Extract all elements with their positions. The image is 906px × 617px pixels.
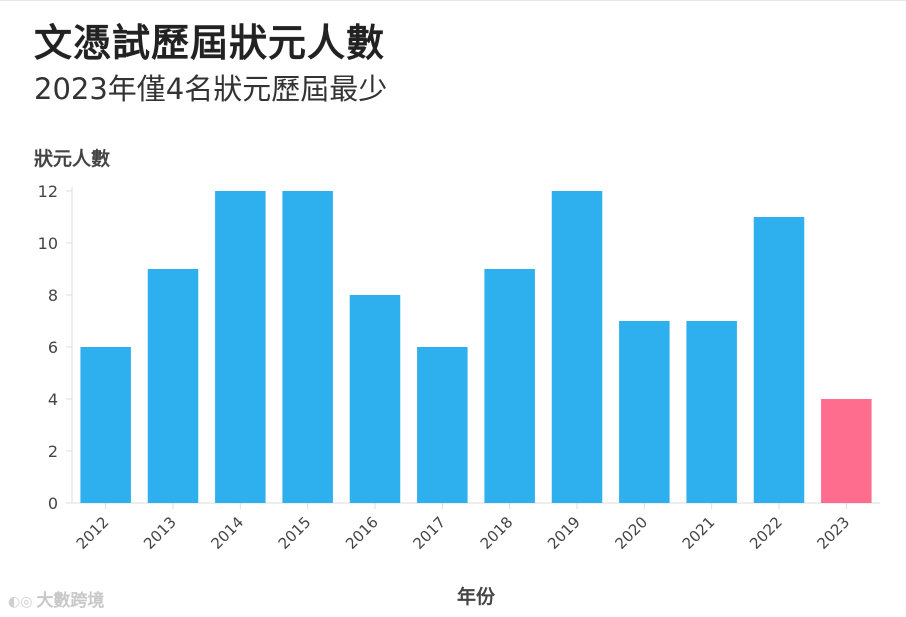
bar-2017 [417, 347, 468, 503]
y-tick-label: 0 [48, 494, 58, 513]
logo-icon: ◐◎ [8, 594, 33, 610]
bar-2020 [619, 321, 670, 503]
watermark-logo: ◐◎ 大數跨境 [8, 586, 104, 611]
x-axis-title: 年份 [457, 585, 496, 608]
chart-title: 文憑試歷屆狀元人數 [34, 21, 386, 65]
bar-2019 [551, 191, 603, 503]
x-tick-label: 2023 [813, 513, 853, 553]
bar-2018 [484, 269, 535, 503]
x-tick-label: 2013 [140, 513, 180, 553]
y-tick-label: 2 [48, 442, 58, 461]
bar-2021 [686, 321, 737, 503]
bar-2012 [80, 347, 131, 503]
x-tick-label: 2018 [477, 513, 517, 553]
chart-subtitle: 2023年僅4名狀元歷屆最少 [34, 72, 388, 106]
bar-2023 [821, 399, 872, 503]
top-border [0, 0, 906, 1]
x-tick-label: 2016 [342, 513, 382, 553]
bar-2013 [147, 269, 199, 503]
x-tick-label: 2019 [544, 513, 584, 553]
x-tick-label: 2014 [207, 513, 247, 553]
bar-2015 [282, 191, 333, 503]
y-tick-label: 8 [48, 286, 58, 305]
bar-2022 [753, 217, 805, 503]
y-tick-label: 6 [48, 338, 58, 357]
y-tick-label: 10 [38, 234, 58, 253]
x-tick-label: 2012 [73, 513, 113, 553]
y-tick-label: 12 [38, 182, 58, 201]
y-tick-label: 4 [48, 390, 58, 409]
x-tick-label: 2021 [679, 513, 719, 553]
x-tick-label: 2020 [611, 513, 651, 553]
y-axis-title: 狀元人數 [34, 147, 110, 170]
bar-2016 [349, 295, 401, 503]
x-tick-label: 2015 [275, 513, 315, 553]
bar-2014 [215, 191, 266, 503]
x-tick-label: 2022 [746, 513, 786, 553]
watermark-text: 大數跨境 [36, 591, 105, 611]
x-tick-label: 2017 [409, 513, 449, 553]
